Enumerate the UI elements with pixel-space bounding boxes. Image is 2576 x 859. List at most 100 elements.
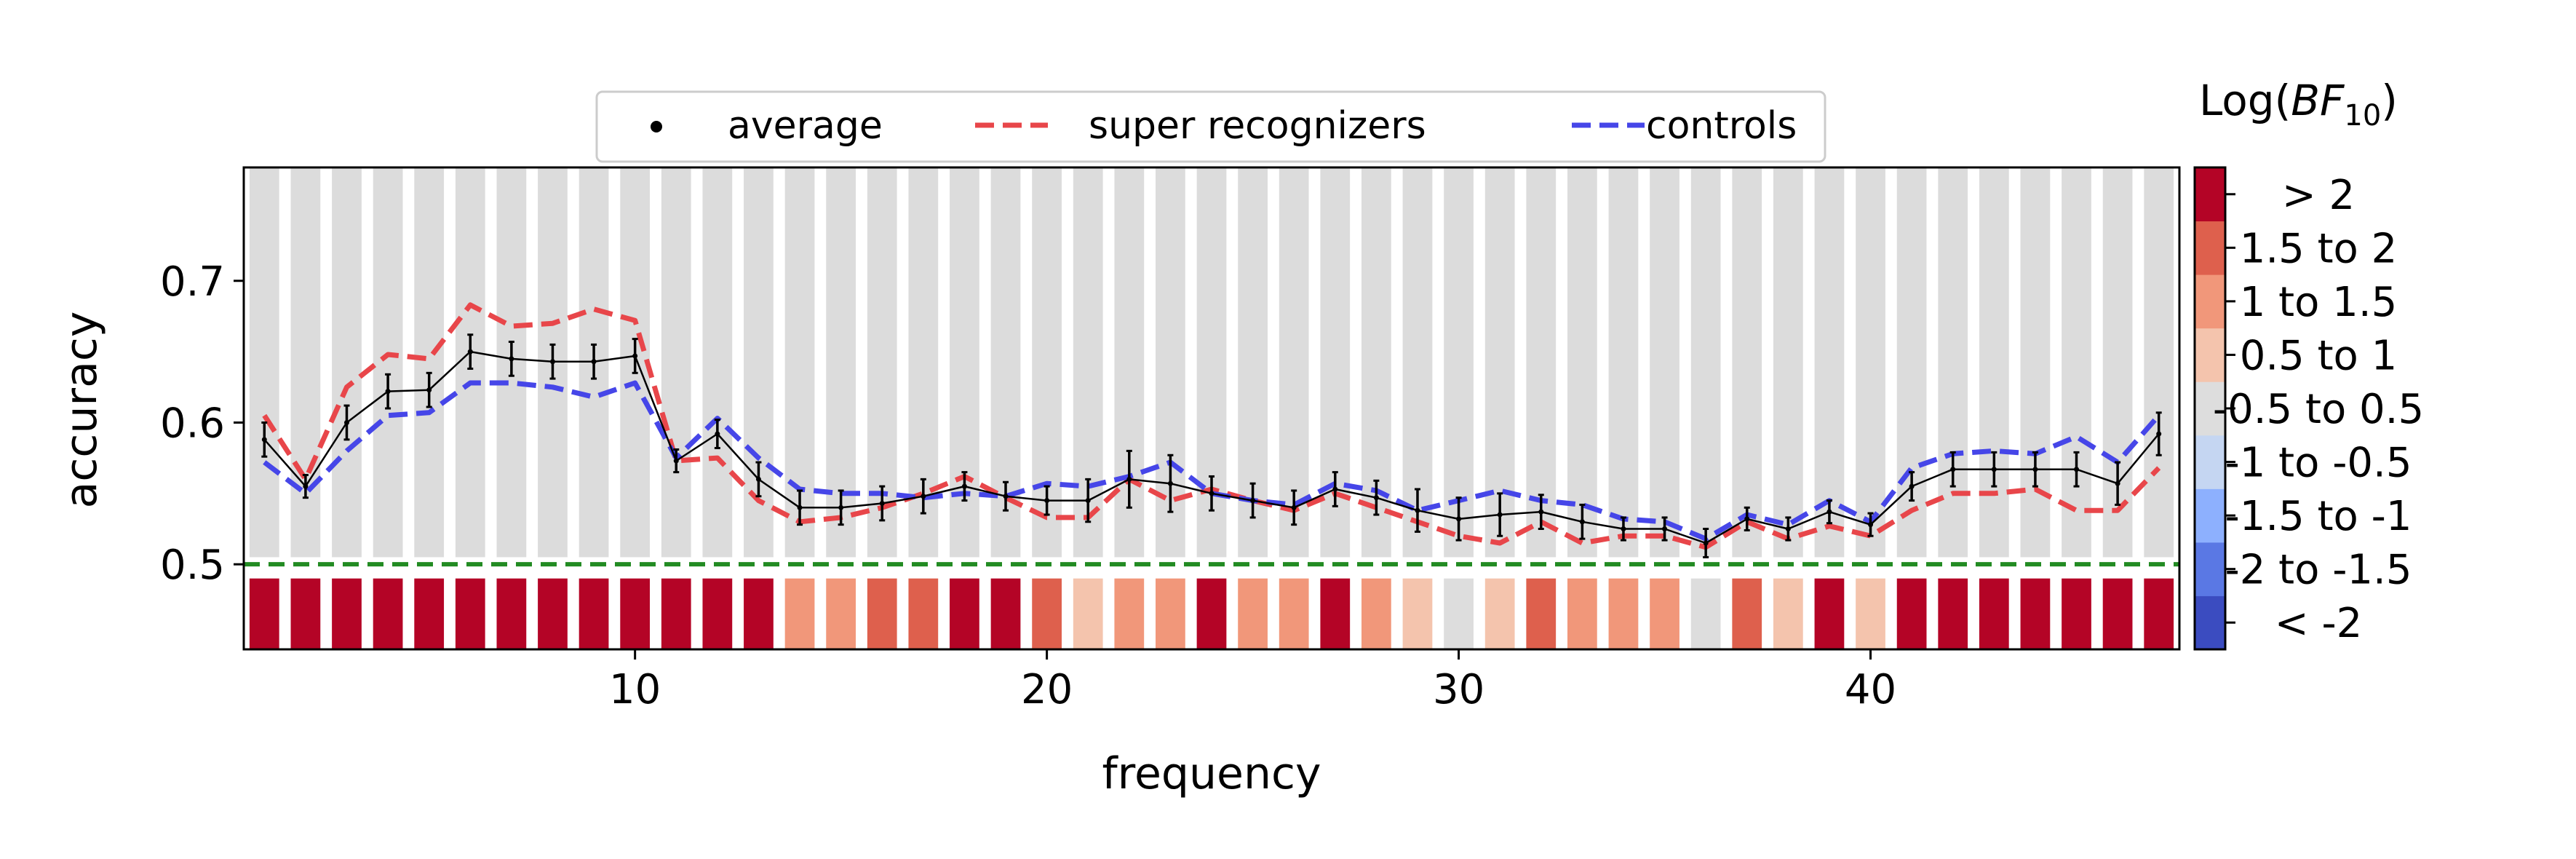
bayes-factor-cell <box>990 578 1021 649</box>
legend: average super recognizers controls <box>595 90 1826 163</box>
average-point <box>714 419 720 450</box>
bayes-factor-cell <box>1650 578 1679 649</box>
bayes-factor-cell <box>579 578 609 649</box>
average-point <box>755 461 762 498</box>
legend-label-controls: controls <box>1646 104 1797 148</box>
colorbar-label: < -2 <box>2275 600 2363 647</box>
bayes-factor-cell <box>1856 578 1885 649</box>
colorbar-swatch <box>2195 274 2225 329</box>
colorbar-swatches: < -2 -2 to -1.5 -1.5 to -1 -1 to -0.5 -0.5 t… <box>2195 167 2424 650</box>
background-bands <box>249 167 2174 558</box>
average-point <box>1867 512 1874 537</box>
colorbar-swatch <box>2195 488 2225 543</box>
bayes-factor-cell <box>1608 578 1639 649</box>
bayes-factor-cell <box>826 578 856 649</box>
frequency-band <box>1567 167 1597 558</box>
bayes-factor-cell <box>784 578 815 649</box>
average-point <box>1826 499 1832 525</box>
bayes-factor-cell <box>2144 578 2174 649</box>
bayes-factor-cell <box>2102 578 2133 649</box>
frequency-band <box>414 167 445 558</box>
average-point <box>920 478 926 515</box>
average-point <box>508 340 514 377</box>
average-point <box>261 421 268 458</box>
bayes-factor-cell <box>2020 578 2051 649</box>
average-point <box>1249 482 1256 519</box>
x-axis-label: frequency <box>1102 748 1321 799</box>
frequency-band <box>1979 167 2009 558</box>
frequency-band <box>2144 167 2174 558</box>
colorbar-swatch <box>2195 542 2225 596</box>
frequency-band <box>332 167 362 558</box>
average-point <box>632 338 638 374</box>
average-point <box>1332 471 1338 507</box>
colorbar-label: -1.5 to -1 <box>2225 493 2412 540</box>
average-point <box>1785 516 1792 542</box>
average-point <box>1043 485 1050 516</box>
bayes-factor-cell <box>950 578 979 649</box>
frequency-band <box>1773 167 1803 558</box>
bayes-factor-cell <box>2062 578 2091 649</box>
legend-label-average: average <box>728 104 883 148</box>
bayes-factor-cell <box>1320 578 1351 649</box>
x-tick-label: 30 <box>1433 666 1484 713</box>
bayes-factor-cell <box>538 578 568 649</box>
average-point <box>1126 449 1132 509</box>
bayes-factor-cell <box>908 578 939 649</box>
bayes-factor-cell <box>1279 578 1309 649</box>
average-point <box>2073 451 2080 488</box>
colorbar-label: > 2 <box>2282 172 2355 219</box>
bayes-factor-cell <box>661 578 691 649</box>
bayes-factor-cell <box>1896 578 1927 649</box>
average-point <box>1703 528 1709 558</box>
bayes-factor-cell <box>1526 578 1557 649</box>
average-point <box>426 371 432 408</box>
average-point <box>1909 471 1915 502</box>
colorbar-swatch <box>2195 381 2225 436</box>
frequency-band <box>249 167 279 558</box>
colorbar-label: 1.5 to 2 <box>2240 225 2398 272</box>
average-point <box>1167 454 1174 513</box>
colorbar-swatch <box>2195 167 2225 222</box>
average-point <box>1373 479 1380 516</box>
colorbar-title: Log(BF10) <box>2199 76 2398 132</box>
colorbar-label: -0.5 to 0.5 <box>2213 386 2424 433</box>
average-point <box>961 471 968 502</box>
colorbar-swatch <box>2195 328 2225 382</box>
average-point <box>838 489 844 526</box>
bayes-factor-cell <box>414 578 445 649</box>
y-axis: 0.5 0.6 0.7 <box>160 258 244 589</box>
legend-marker-average <box>651 121 662 132</box>
average-point <box>2155 411 2162 456</box>
colorbar-label: -1 to -0.5 <box>2225 440 2412 487</box>
bayes-factor-strip <box>249 578 2174 649</box>
frequency-band <box>1526 167 1557 558</box>
average-point <box>797 489 803 526</box>
x-axis: 10 20 30 40 <box>609 649 1896 713</box>
colorbar-swatch <box>2195 595 2225 650</box>
frequency-band <box>1650 167 1679 558</box>
bayes-factor-cell <box>1773 578 1803 649</box>
y-axis-label: accuracy <box>56 312 107 509</box>
bayes-factor-cell <box>1938 578 1968 649</box>
frequency-band <box>373 167 403 558</box>
average-point <box>1744 506 1750 531</box>
average-point <box>1003 480 1009 512</box>
colorbar-label: 0.5 to 1 <box>2240 332 2398 379</box>
colorbar-label: 1 to 1.5 <box>2240 279 2398 326</box>
average-point <box>1949 451 1956 488</box>
average-point <box>1661 516 1668 542</box>
average-point <box>343 404 350 441</box>
colorbar: Log(BF10) < -2 -2 to -1.5 -1.5 to -1 -1 to … <box>2193 76 2424 651</box>
average-point <box>467 333 474 370</box>
average-point <box>1991 451 1997 488</box>
colorbar-frame <box>2193 166 2227 651</box>
average-point <box>1209 475 1215 512</box>
y-tick-label: 0.5 <box>160 542 225 589</box>
average-point <box>2115 461 2121 506</box>
bayes-factor-cell <box>373 578 403 649</box>
x-tick-label: 10 <box>609 666 661 713</box>
frequency-band <box>1444 167 1474 558</box>
average-point <box>1538 494 1544 530</box>
